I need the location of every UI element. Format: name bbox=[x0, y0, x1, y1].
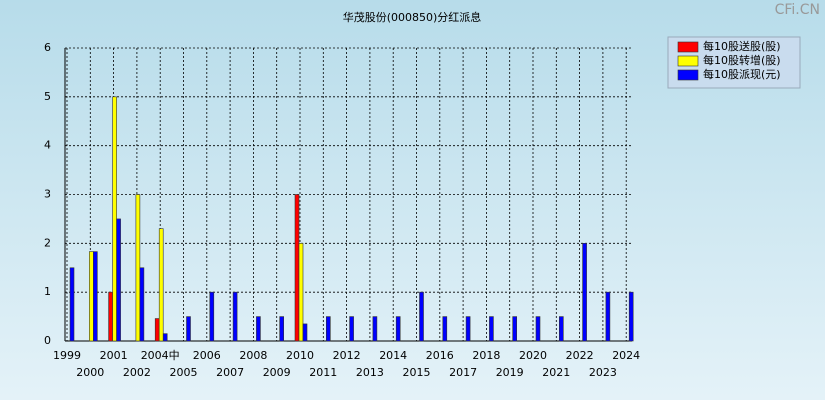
bar bbox=[139, 267, 145, 342]
bar bbox=[279, 316, 285, 342]
y-tick-label: 1 bbox=[44, 285, 51, 298]
y-tick-label: 6 bbox=[44, 41, 51, 54]
legend-label: 每10股转增(股) bbox=[703, 53, 781, 67]
x-tick-label: 2007 bbox=[216, 366, 244, 379]
bar bbox=[294, 194, 300, 342]
x-tick-label: 2004中 bbox=[141, 349, 180, 362]
bar bbox=[465, 316, 471, 342]
x-tick-label: 2019 bbox=[496, 366, 524, 379]
bar bbox=[116, 218, 121, 342]
x-tick-label: 2018 bbox=[472, 349, 500, 362]
bar bbox=[154, 318, 160, 342]
x-tick-label: 2001 bbox=[100, 349, 128, 362]
bar bbox=[372, 316, 378, 342]
legend-label: 每10股送股(股) bbox=[703, 39, 781, 53]
x-tick-label: 2021 bbox=[542, 366, 570, 379]
y-tick-label: 3 bbox=[44, 188, 51, 201]
bar bbox=[186, 316, 191, 342]
x-tick-label: 2005 bbox=[170, 366, 198, 379]
bar bbox=[112, 96, 117, 342]
y-tick-label: 2 bbox=[44, 236, 51, 249]
x-tick-label: 2006 bbox=[193, 349, 221, 362]
legend-swatch bbox=[677, 41, 699, 53]
bar bbox=[89, 251, 94, 342]
bar bbox=[582, 243, 587, 342]
bar bbox=[489, 316, 494, 342]
legend-swatch bbox=[677, 55, 699, 67]
x-tick-label: 2002 bbox=[123, 366, 151, 379]
bar bbox=[302, 323, 308, 342]
y-tick-label: 4 bbox=[44, 139, 51, 152]
bar bbox=[158, 228, 164, 342]
bar bbox=[209, 291, 215, 342]
bar bbox=[135, 194, 141, 342]
bar bbox=[395, 316, 401, 342]
chart-title: 华茂股份(000850)分红派息 bbox=[343, 10, 482, 24]
bar bbox=[256, 316, 261, 342]
bar bbox=[93, 251, 98, 342]
x-tick-label: 2023 bbox=[589, 366, 617, 379]
x-tick-label: 2013 bbox=[356, 366, 384, 379]
y-tick-label: 5 bbox=[44, 90, 51, 103]
watermark: CFi.CN bbox=[775, 2, 820, 18]
bar bbox=[69, 267, 75, 342]
bar bbox=[325, 316, 331, 342]
x-tick-label: 2024 bbox=[612, 349, 640, 362]
x-tick-label: 2022 bbox=[566, 349, 594, 362]
bar bbox=[108, 291, 113, 342]
bar bbox=[442, 316, 448, 342]
x-tick-label: 2012 bbox=[333, 349, 361, 362]
legend-swatch bbox=[677, 69, 699, 81]
legend-label: 每10股派现(元) bbox=[703, 67, 781, 81]
x-tick-label: 2000 bbox=[76, 366, 104, 379]
bar bbox=[558, 316, 564, 342]
bar bbox=[349, 316, 354, 342]
bar bbox=[535, 316, 541, 342]
bar bbox=[512, 316, 518, 342]
bar bbox=[628, 291, 634, 342]
bar bbox=[232, 291, 238, 342]
y-tick-label: 0 bbox=[44, 334, 51, 347]
x-tick-label: 1999 bbox=[53, 349, 81, 362]
bar bbox=[419, 291, 424, 342]
x-tick-label: 2014 bbox=[379, 349, 407, 362]
x-tick-label: 2015 bbox=[403, 366, 431, 379]
bar bbox=[605, 291, 611, 342]
x-tick-label: 2011 bbox=[309, 366, 337, 379]
x-tick-label: 2017 bbox=[449, 366, 477, 379]
x-tick-label: 2010 bbox=[286, 349, 314, 362]
bar bbox=[162, 333, 168, 342]
x-tick-label: 2016 bbox=[426, 349, 454, 362]
x-tick-label: 2020 bbox=[519, 349, 547, 362]
bar bbox=[298, 243, 304, 342]
x-tick-label: 2008 bbox=[239, 349, 267, 362]
x-tick-label: 2009 bbox=[263, 366, 291, 379]
